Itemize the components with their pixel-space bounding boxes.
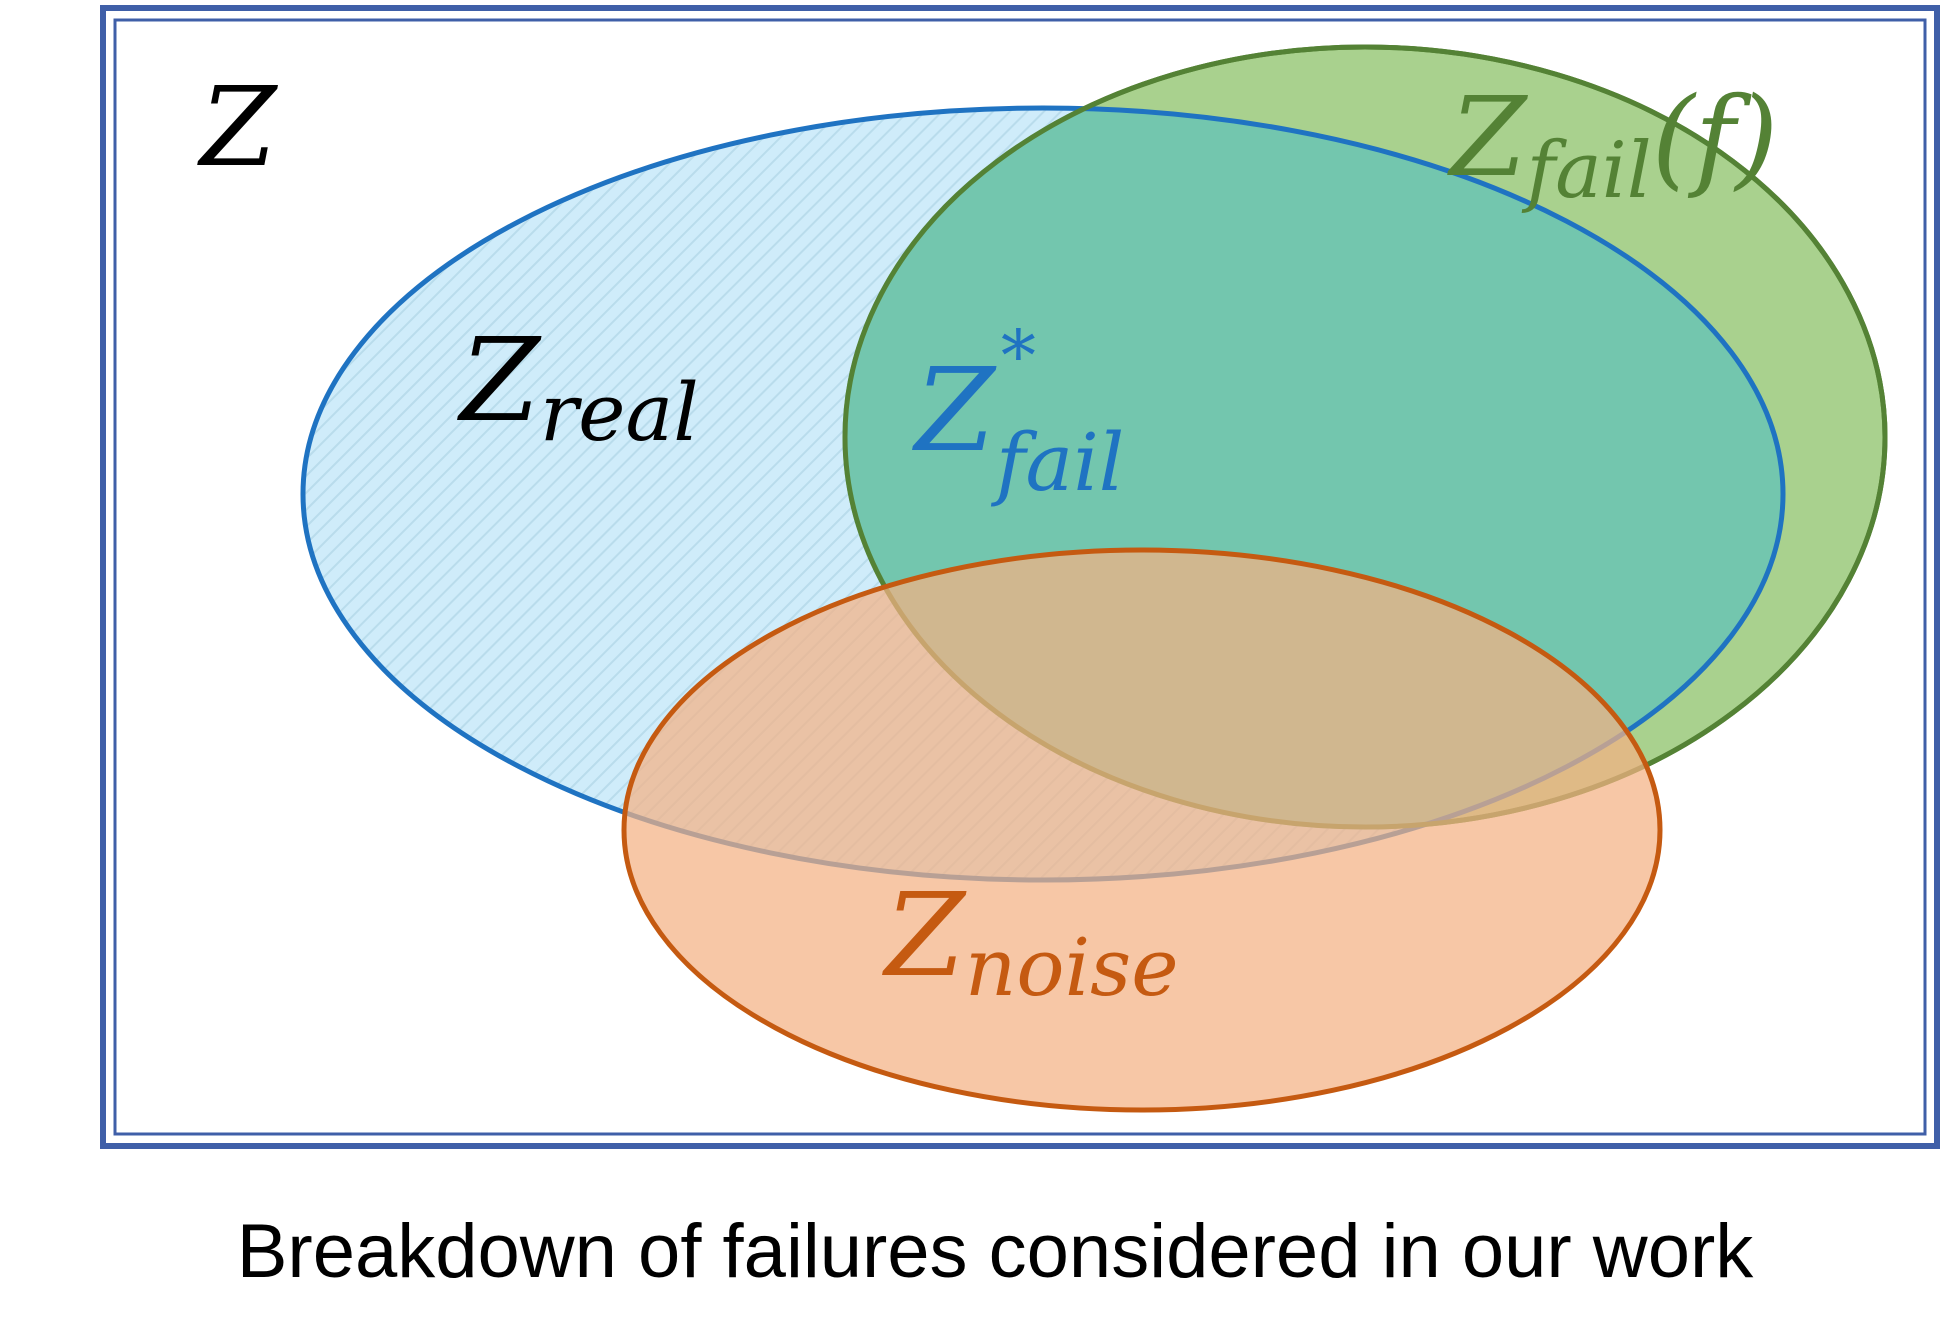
set-real-symbol: Z [457,314,542,448]
set-noise-subscript: noise [965,921,1179,1014]
set-fail-f-subscript: fail [1521,126,1651,216]
set-fail-star-symbol: Z [912,344,997,478]
set-real-subscript: real [540,366,699,459]
diagram-caption: Breakdown of failures considered in our … [237,1209,1755,1294]
set-fail-star-label: Z* fail [912,315,1124,509]
set-noise-ellipse [621,547,1663,1113]
set-fail-star-superscript: * [1001,315,1036,397]
set-noise-label: Znoise [882,869,1179,1014]
set-fail-f-label: Zfail(f) [1447,73,1778,216]
universe-label: Z [197,63,278,191]
universe-frame-inner [113,18,1927,1136]
set-fail-f-suffix: (f) [1652,73,1779,201]
set-noise-symbol: Z [882,869,967,1003]
set-fail-f-symbol: Z [1447,73,1528,201]
set-real-label: Zreal [457,314,699,459]
set-fail-star-subscript: fail [991,416,1124,509]
